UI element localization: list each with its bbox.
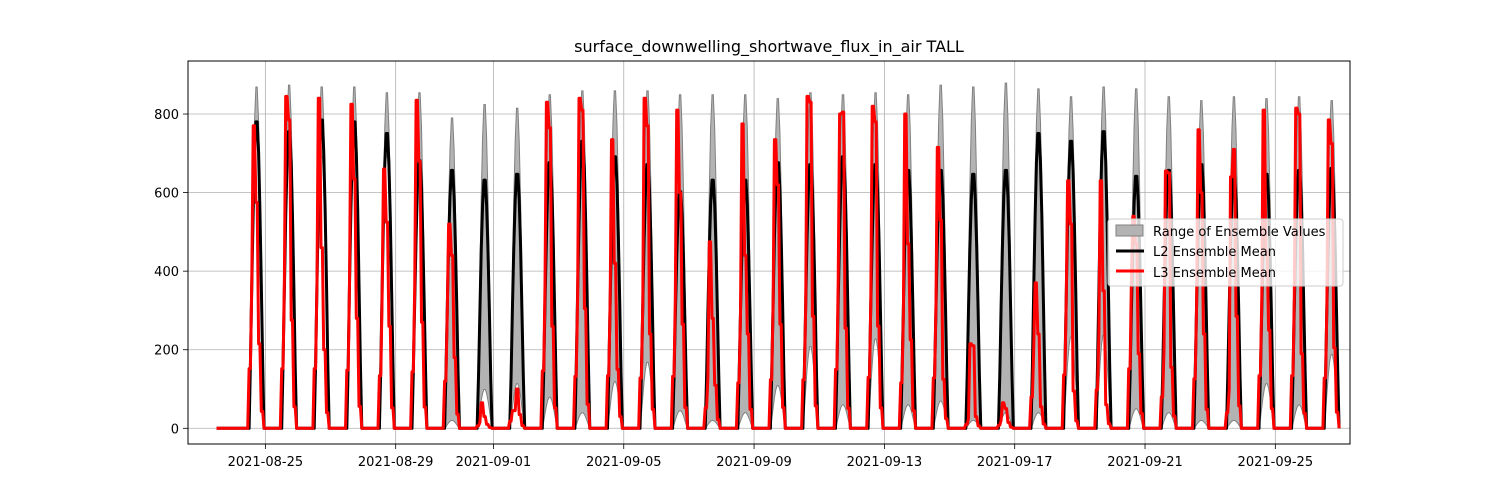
y-tick-label: 400 [154,265,179,280]
x-tick-label: 2021-09-17 [977,455,1053,470]
x-tick-label: 2021-09-01 [456,455,532,470]
x-tick-label: 2021-09-13 [847,455,923,470]
chart-legend: Range of Ensemble Values L2 Ensemble Mea… [1107,218,1344,287]
l3-mean-path [216,94,1341,430]
legend-range-swatch [1115,224,1144,237]
y-tick-label: 600 [154,187,179,202]
x-tick-label: 2021-09-21 [1107,455,1183,470]
y-tick-label: 200 [154,344,179,359]
legend-range-label: Range of Ensemble Values [1153,225,1326,240]
y-axis-ticks: 0 200 400 600 800 [154,108,188,437]
y-tick-label: 800 [154,108,179,123]
legend-box [1107,218,1344,287]
chart-title: surface_downwelling_shortwave_flux_in_ai… [574,37,964,57]
l3-ensemble-mean-line [216,94,1341,430]
legend-l2-label: L2 Ensemble Mean [1153,245,1276,260]
x-tick-label: 2021-08-25 [228,455,304,470]
x-tick-label: 2021-08-29 [358,455,434,470]
y-tick-label: 0 [171,422,179,437]
plot-frame [187,60,1351,445]
x-tick-label: 2021-09-09 [716,455,792,470]
x-tick-label: 2021-09-05 [586,455,662,470]
x-axis-ticks: 2021-08-25 2021-08-29 2021-09-01 2021-09-05… [228,444,1314,470]
x-tick-label: 2021-09-25 [1238,455,1314,470]
legend-l3-label: L3 Ensemble Mean [1153,266,1276,281]
